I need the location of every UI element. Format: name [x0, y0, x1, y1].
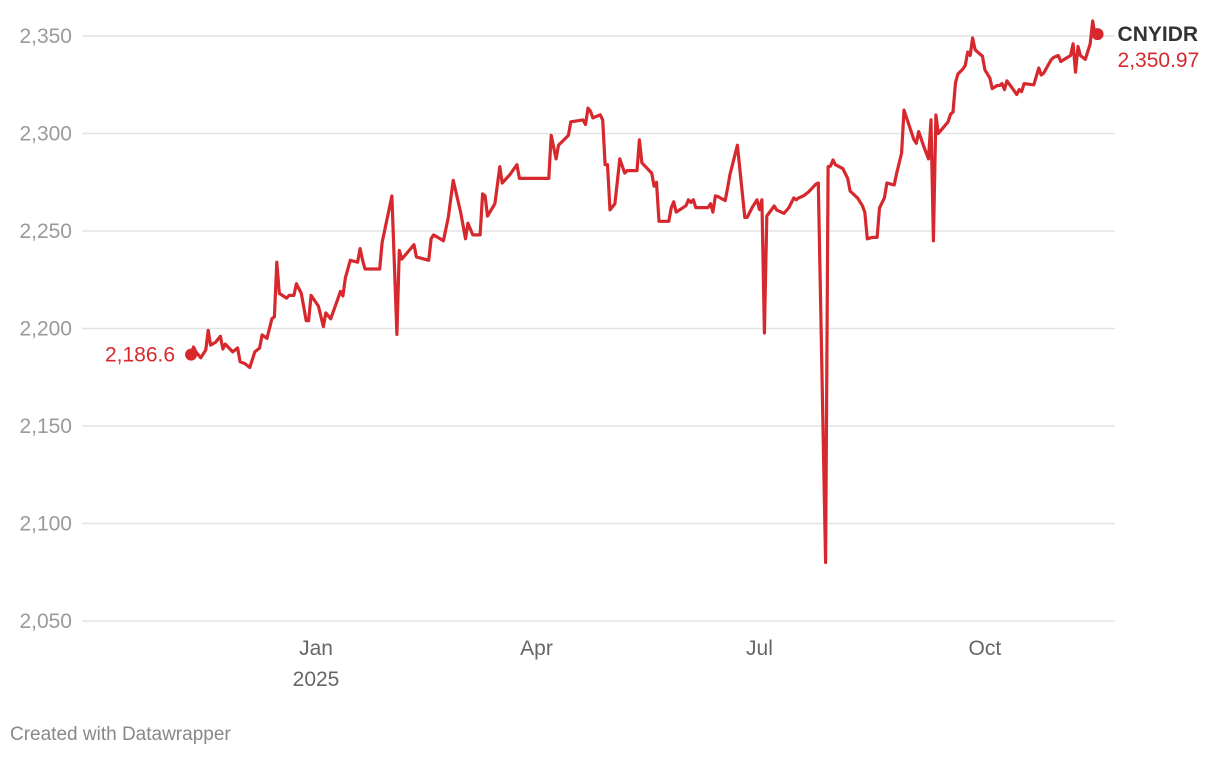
y-tick-label: 2,100: [19, 513, 72, 536]
end-value-label: 2,350.97: [1118, 49, 1200, 72]
x-tick-label: Oct: [969, 637, 1002, 660]
start-value-label: 2,186.6: [105, 344, 175, 367]
y-tick-label: 2,300: [19, 123, 72, 146]
y-tick-label: 2,200: [19, 318, 72, 341]
end-point-marker: [1091, 28, 1104, 41]
x-axis: Jan 2025 Apr Jul Oct: [293, 637, 1002, 691]
y-tick-label: 2,050: [19, 610, 72, 633]
footer-credit: Created with Datawrapper: [10, 724, 231, 745]
x-tick-label: Jul: [746, 637, 773, 660]
y-tick-label: 2,350: [19, 25, 72, 48]
start-point-marker: [185, 348, 198, 361]
y-tick-label: 2,250: [19, 220, 72, 243]
x-tick-label: Jan: [299, 637, 333, 660]
x-tick-year-label: 2025: [293, 668, 340, 691]
x-tick-label: Apr: [520, 637, 553, 660]
series-line-cnyidr: [189, 19, 1100, 565]
y-tick-label: 2,150: [19, 415, 72, 438]
line-chart: 2,050 2,100 2,150 2,200 2,250 2,300 2,350 Jan 2…: [19, 19, 1200, 691]
y-axis: 2,050 2,100 2,150 2,200 2,250 2,300 2,350: [19, 25, 72, 633]
gridlines: [82, 35, 1115, 622]
series-name-label: CNYIDR: [1118, 23, 1199, 46]
